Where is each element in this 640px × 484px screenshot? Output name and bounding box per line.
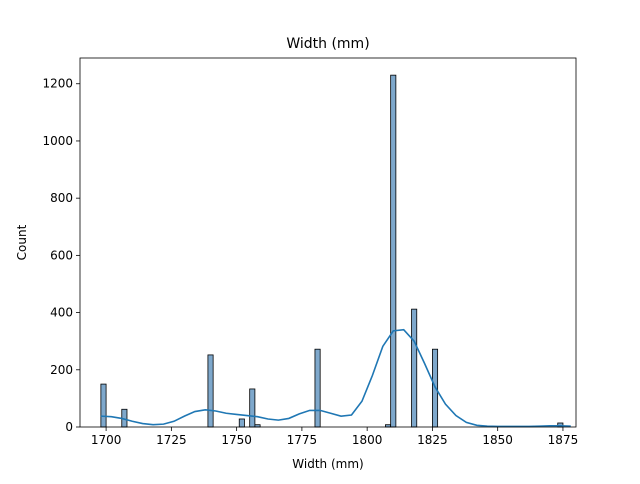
x-tick-label: 1775 — [287, 433, 318, 447]
x-tick-label: 1850 — [482, 433, 513, 447]
x-tick-label: 1800 — [352, 433, 383, 447]
x-tick-label: 1825 — [417, 433, 448, 447]
kde-curve — [100, 328, 571, 428]
x-tick-label: 1725 — [156, 433, 187, 447]
x-tick-label: 1700 — [91, 433, 122, 447]
chart-title: Width (mm) — [286, 36, 369, 52]
y-tick-label: 1200 — [42, 77, 73, 91]
y-axis-label: Count — [15, 224, 29, 260]
x-axis-label: Width (mm) — [292, 457, 363, 471]
plot-frame — [79, 57, 577, 428]
histogram-bar — [207, 354, 214, 428]
histogram-bar — [238, 418, 245, 428]
y-tick-label: 800 — [50, 191, 73, 205]
histogram-bar — [411, 308, 418, 428]
y-tick-label: 200 — [50, 363, 73, 377]
bars-layer — [100, 74, 564, 428]
y-tick-label: 0 — [65, 420, 73, 434]
x-tick-label: 1875 — [548, 433, 579, 447]
y-tick-label: 600 — [50, 248, 73, 262]
x-axis: 1700 1725 1750 1775 1800 1825 1850 1875 — [91, 427, 578, 447]
x-tick-label: 1750 — [221, 433, 252, 447]
y-tick-label: 400 — [50, 306, 73, 320]
histogram-bar — [249, 388, 256, 428]
histogram-bar — [390, 74, 397, 428]
histogram-bar — [100, 383, 107, 428]
y-axis: 0 200 400 600 800 1000 1200 — [42, 77, 80, 434]
y-tick-label: 1000 — [42, 134, 73, 148]
histogram-bar — [314, 348, 321, 428]
